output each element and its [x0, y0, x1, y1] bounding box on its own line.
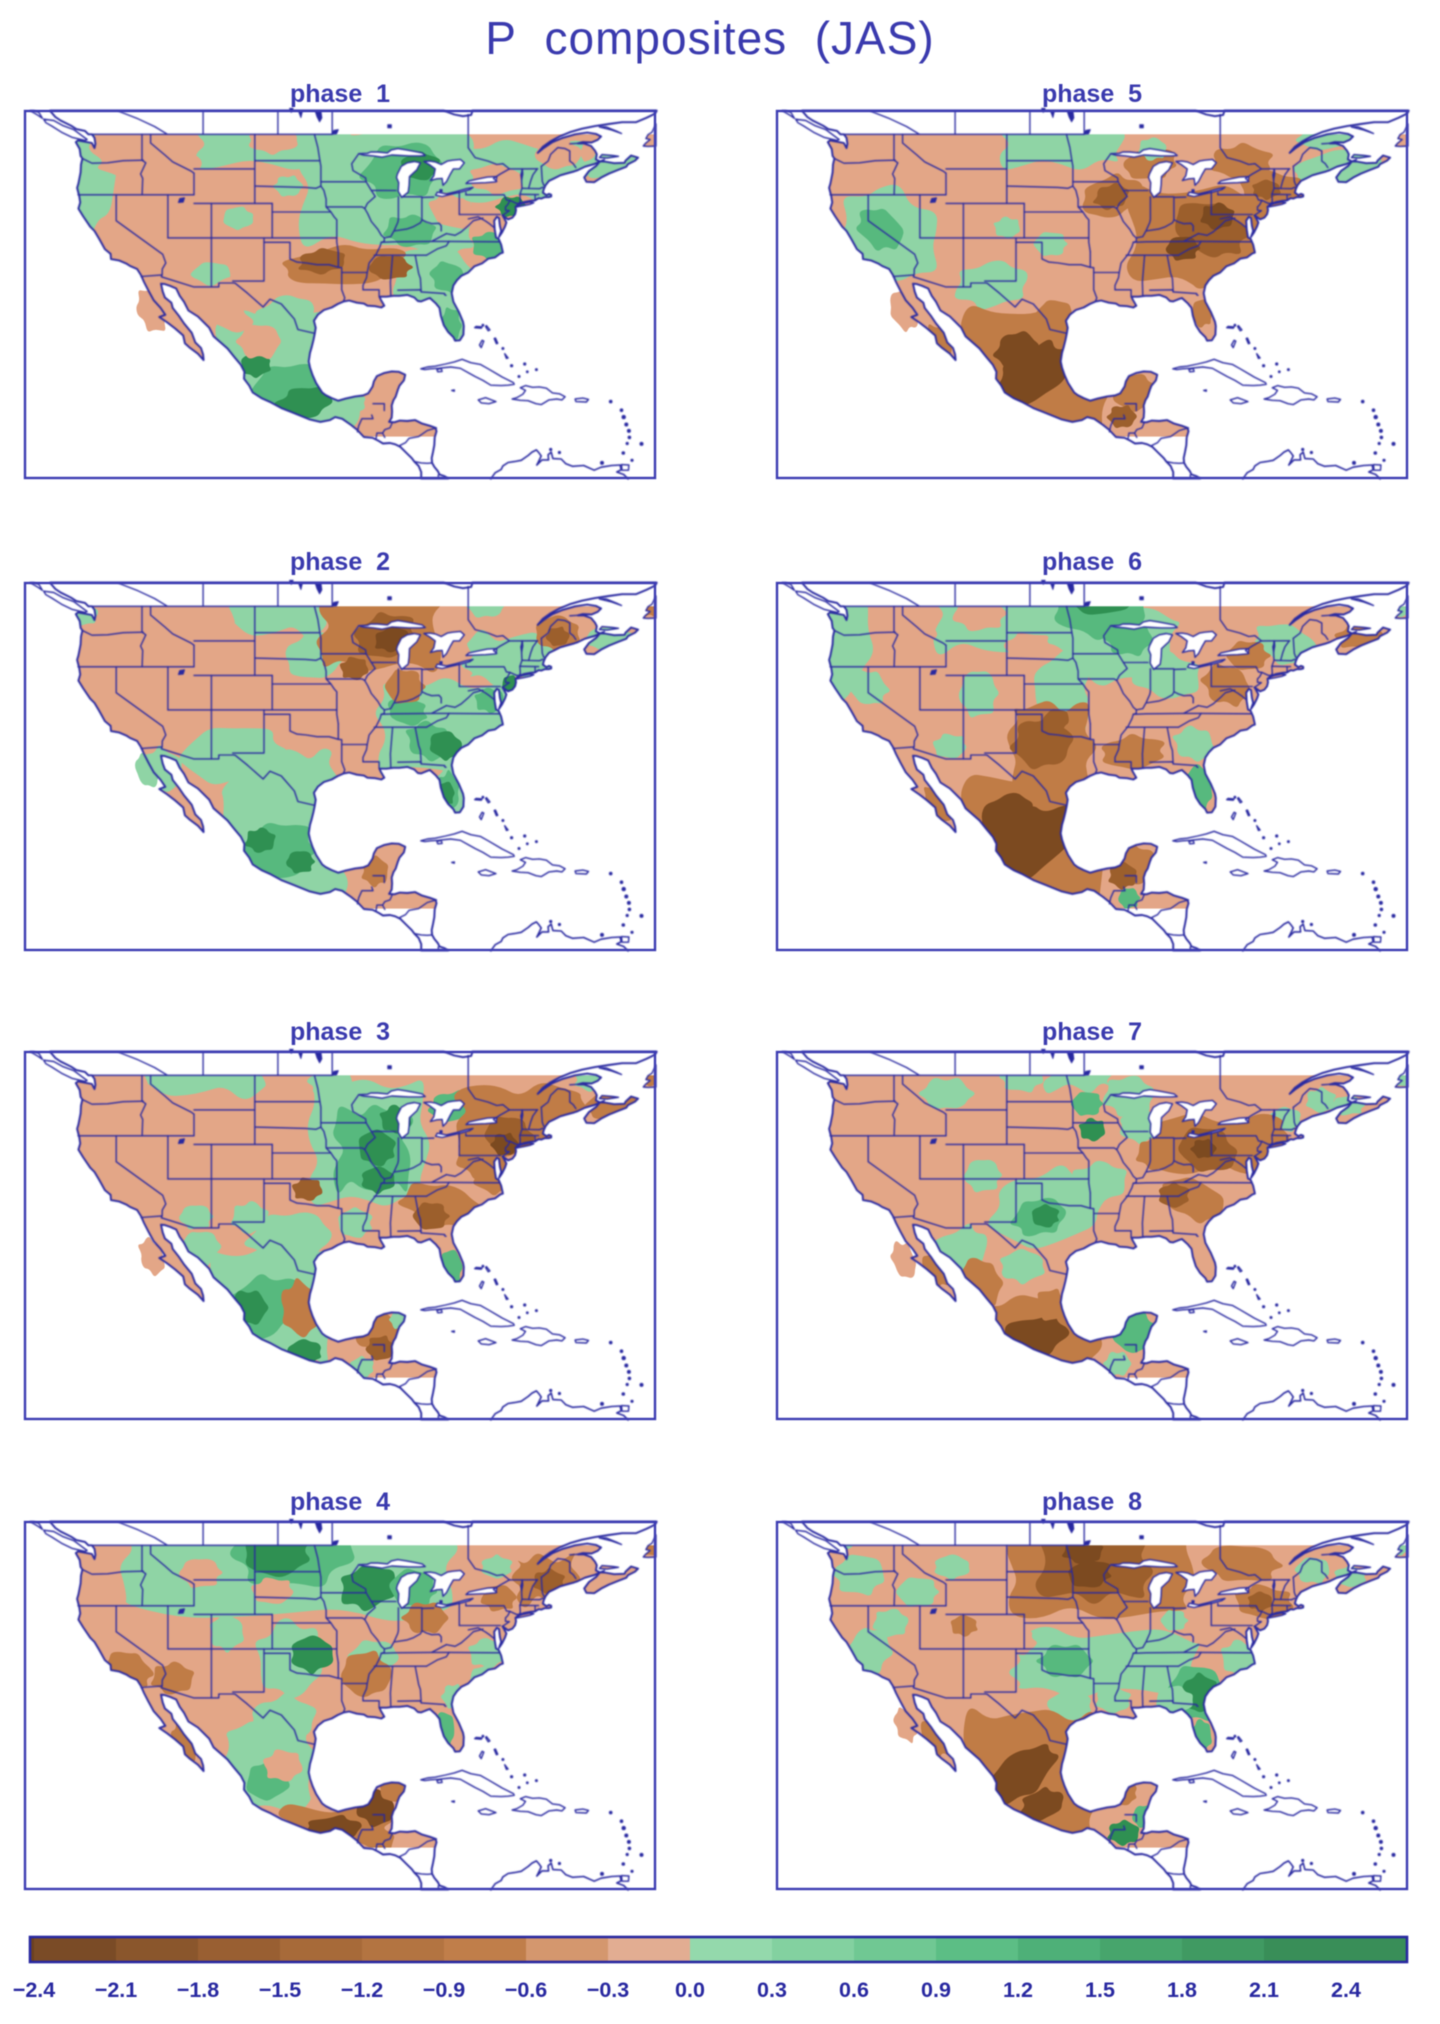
svg-text:−0.6: −0.6 [505, 1978, 547, 2002]
svg-text:0.9: 0.9 [921, 1978, 951, 2002]
svg-text:−2.1: −2.1 [95, 1978, 137, 2002]
svg-text:−0.9: −0.9 [423, 1978, 465, 2002]
svg-text:−1.5: −1.5 [259, 1978, 301, 2002]
svg-text:phase 7: phase 7 [1042, 1018, 1142, 1046]
svg-text:phase 1: phase 1 [290, 80, 390, 108]
svg-text:0.3: 0.3 [757, 1978, 787, 2002]
svg-text:0.6: 0.6 [839, 1978, 869, 2002]
svg-text:2.1: 2.1 [1249, 1978, 1279, 2002]
svg-text:1.5: 1.5 [1085, 1978, 1115, 2002]
svg-text:−1.2: −1.2 [341, 1978, 383, 2002]
svg-text:2.4: 2.4 [1331, 1978, 1361, 2002]
svg-text:0.0: 0.0 [675, 1978, 705, 2002]
svg-text:phase 5: phase 5 [1042, 80, 1142, 108]
svg-text:1.2: 1.2 [1003, 1978, 1033, 2002]
svg-text:−2.4: −2.4 [13, 1978, 55, 2002]
svg-text:phase 4: phase 4 [290, 1488, 390, 1516]
svg-text:phase 6: phase 6 [1042, 548, 1142, 576]
svg-text:phase 3: phase 3 [290, 1018, 390, 1046]
svg-text:−1.8: −1.8 [177, 1978, 219, 2002]
svg-text:phase 2: phase 2 [290, 548, 390, 576]
svg-text:phase 8: phase 8 [1042, 1488, 1142, 1516]
svg-text:−0.3: −0.3 [587, 1978, 629, 2002]
svg-text:P composites (JAS): P composites (JAS) [485, 12, 934, 64]
svg-text:1.8: 1.8 [1167, 1978, 1197, 2002]
